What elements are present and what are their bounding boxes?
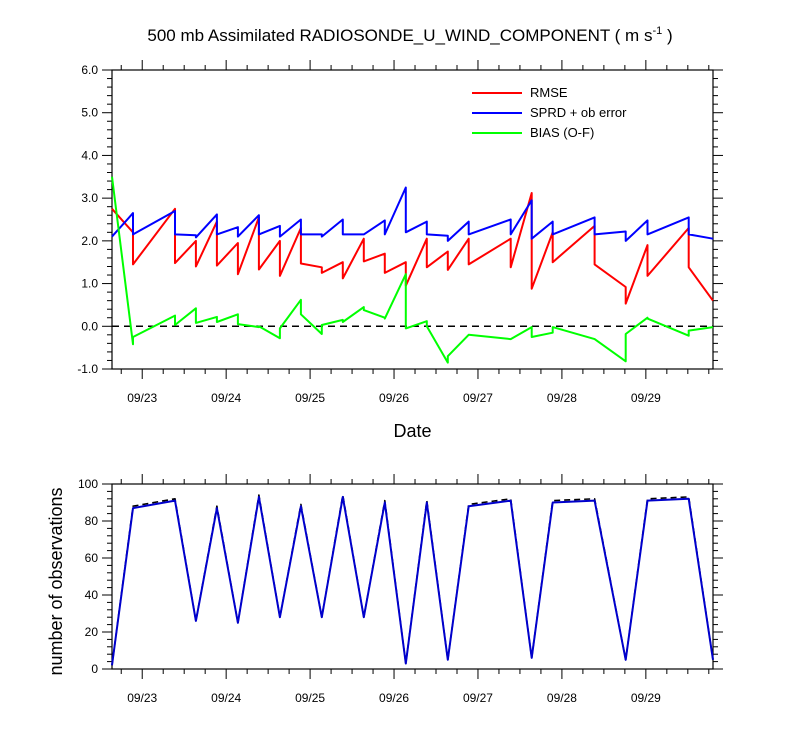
x-tick-label: 09/26 (379, 691, 409, 705)
chart-title: 500 mb Assimilated RADIOSONDE_U_WIND_COM… (147, 25, 672, 45)
x-tick-label: 09/24 (211, 391, 241, 405)
x-tick-label: 09/23 (127, 391, 157, 405)
x-tick-label: 09/27 (463, 691, 493, 705)
x-tick-label: 09/28 (547, 691, 577, 705)
bottom-panel: 0 20 40 60 80 100 09/23 09/24 09/25 09/26 09/27 09/… (46, 474, 723, 705)
y-tick-label: 20 (85, 625, 99, 639)
y-tick-label: 0 (91, 662, 98, 676)
y-tick-label: 60 (85, 551, 99, 565)
y-tick-label: 2.0 (81, 234, 98, 248)
legend-label: RMSE (530, 85, 568, 100)
x-axis-title: Date (393, 421, 431, 441)
y-tick-label: -1.0 (77, 362, 98, 376)
y-tick-label: 40 (85, 588, 99, 602)
legend-label: BIAS (O-F) (530, 125, 594, 140)
x-tick-label: 09/27 (463, 391, 493, 405)
y-tick-label: 6.0 (81, 63, 98, 77)
x-tick-label: 09/29 (631, 391, 661, 405)
x-tick-label: 09/25 (295, 691, 325, 705)
top-panel: -1.0 0.0 1.0 2.0 3.0 4.0 5.0 6.0 09/23 09/24 09/25… (77, 60, 723, 441)
legend-label: SPRD + ob error (530, 105, 627, 120)
series-line-observations-possible (111, 494, 714, 666)
y-tick-label: 0.0 (81, 319, 98, 333)
y-tick-label: 4.0 (81, 148, 98, 162)
series-line-observations-used (111, 495, 714, 666)
y-tick-label: 80 (85, 514, 99, 528)
y-tick-label: 5.0 (81, 106, 98, 120)
x-tick-label: 09/24 (211, 691, 241, 705)
x-tick-label: 09/28 (547, 391, 577, 405)
x-tick-label: 09/26 (379, 391, 409, 405)
y-tick-label: 1.0 (81, 277, 98, 291)
series-line-bias-o-f- (111, 176, 714, 364)
y-tick-label: 3.0 (81, 191, 98, 205)
x-tick-label: 09/25 (295, 391, 325, 405)
series-line-sprd-ob-error (111, 186, 714, 242)
x-tick-label: 09/23 (127, 691, 157, 705)
plot-frame (111, 69, 714, 370)
series-line-rmse (111, 192, 714, 305)
y-axis-title: number of observations (46, 487, 66, 675)
plot-frame (111, 483, 714, 670)
y-tick-label: 100 (78, 477, 98, 491)
x-tick-label: 09/29 (631, 691, 661, 705)
